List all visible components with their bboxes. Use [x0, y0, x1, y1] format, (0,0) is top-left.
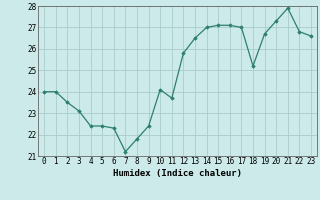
X-axis label: Humidex (Indice chaleur): Humidex (Indice chaleur)	[113, 169, 242, 178]
